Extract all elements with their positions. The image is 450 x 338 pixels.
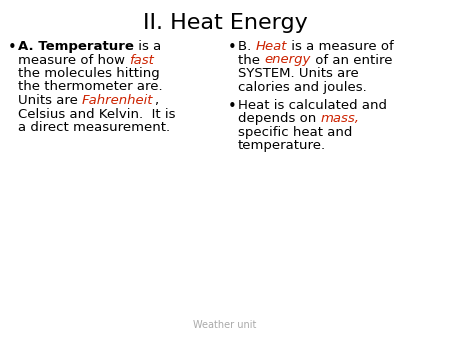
Text: fast: fast bbox=[129, 53, 154, 67]
Text: Heat is calculated and: Heat is calculated and bbox=[238, 99, 387, 112]
Text: SYSTEM. Units are: SYSTEM. Units are bbox=[238, 67, 359, 80]
Text: is a measure of: is a measure of bbox=[287, 40, 394, 53]
Text: •: • bbox=[8, 40, 17, 55]
Text: ,: , bbox=[153, 94, 158, 107]
Text: Heat: Heat bbox=[256, 40, 287, 53]
Text: •: • bbox=[228, 99, 237, 114]
Text: temperature.: temperature. bbox=[238, 139, 326, 152]
Text: B.: B. bbox=[238, 40, 256, 53]
Text: •: • bbox=[228, 40, 237, 55]
Text: mass,: mass, bbox=[320, 112, 360, 125]
Text: calories and joules.: calories and joules. bbox=[238, 80, 367, 94]
Text: Weather unit: Weather unit bbox=[194, 320, 256, 330]
Text: Celsius and Kelvin.  It is: Celsius and Kelvin. It is bbox=[18, 107, 176, 121]
Text: measure of how: measure of how bbox=[18, 53, 129, 67]
Text: is a: is a bbox=[134, 40, 161, 53]
Text: the molecules hitting: the molecules hitting bbox=[18, 67, 160, 80]
Text: A. Temperature: A. Temperature bbox=[18, 40, 134, 53]
Text: of an entire: of an entire bbox=[310, 53, 392, 67]
Text: energy: energy bbox=[264, 53, 310, 67]
Text: specific heat and: specific heat and bbox=[238, 126, 352, 139]
Text: the: the bbox=[238, 53, 264, 67]
Text: Fahrenheit: Fahrenheit bbox=[82, 94, 153, 107]
Text: the thermometer are.: the thermometer are. bbox=[18, 80, 162, 94]
Text: a direct measurement.: a direct measurement. bbox=[18, 121, 170, 134]
Text: depends on: depends on bbox=[238, 112, 320, 125]
Text: II. Heat Energy: II. Heat Energy bbox=[143, 13, 307, 33]
Text: Units are: Units are bbox=[18, 94, 82, 107]
